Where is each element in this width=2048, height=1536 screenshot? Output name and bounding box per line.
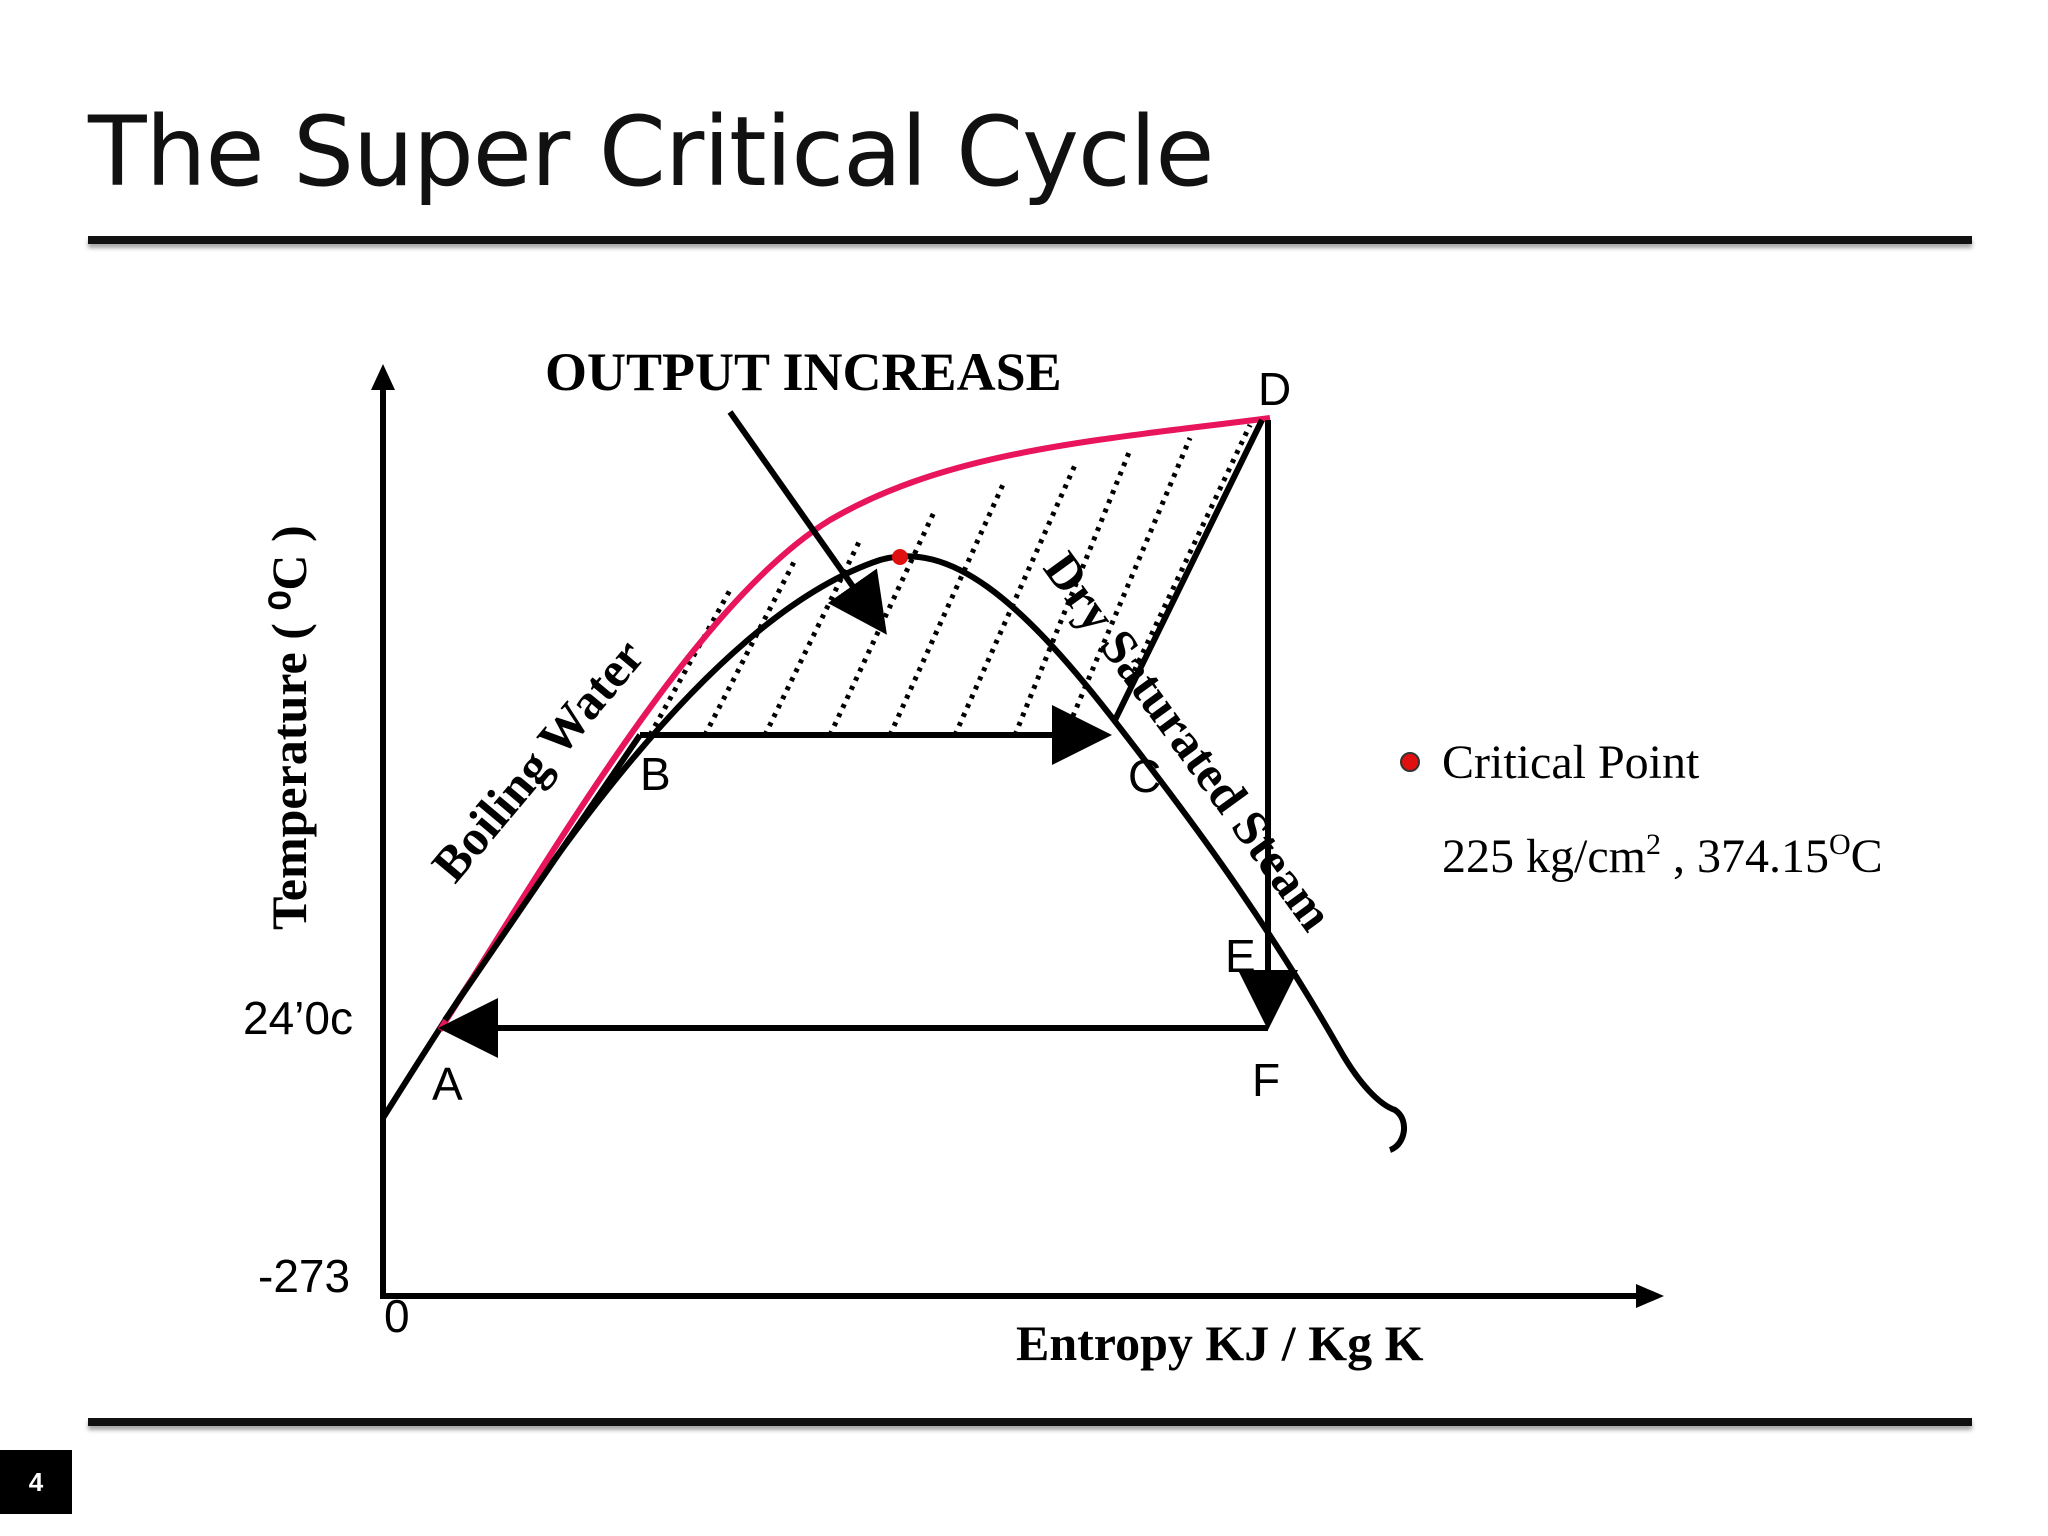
process-c-d [1112, 418, 1265, 722]
process-a-b [442, 733, 643, 1022]
legend-critical-point-value: 225 kg/cm2 , 374.15OC [1442, 828, 1883, 883]
footer-divider [88, 1418, 1972, 1426]
saturation-dome [380, 553, 1407, 1153]
legend-value-prefix: 225 kg/cm [1442, 830, 1646, 883]
output-increase-arrow [727, 410, 887, 635]
point-label-f: F [1252, 1054, 1280, 1106]
slide-title: The Super Critical Cycle [88, 96, 1214, 208]
legend-critical-point-icon [1400, 752, 1420, 772]
point-label-c: C [1128, 750, 1161, 802]
x-axis-arrow [1636, 1284, 1664, 1308]
legend-critical-point-label: Critical Point [1442, 736, 1700, 789]
output-increase-label: OUTPUT INCREASE [545, 342, 1062, 402]
origin-label: 0 [384, 1290, 410, 1342]
point-label-a: A [432, 1058, 463, 1110]
point-label-d: D [1258, 363, 1291, 415]
point-label-b: B [640, 748, 671, 800]
y-axis-arrow [371, 364, 395, 390]
y-tick-low-label: -273 [258, 1250, 350, 1302]
title-divider [88, 236, 1972, 244]
legend-value-sup1: 2 [1646, 828, 1661, 861]
x-axis-title: Entropy KJ / Kg K [1016, 1315, 1424, 1371]
y-tick-mid-label: 24’0c [243, 992, 353, 1044]
page-number-badge: 4 [0, 1450, 72, 1514]
critical-point-marker [892, 549, 908, 565]
legend-value-sup2: O [1829, 828, 1851, 861]
legend-value-mid: , 374.15 [1661, 830, 1829, 883]
y-axis-title: Temperature ( ⁰C ) [261, 525, 317, 930]
dry-saturated-steam-label: Dry Saturated Steam [1033, 542, 1344, 941]
legend-value-suffix: C [1851, 830, 1883, 883]
point-label-e: E [1225, 930, 1256, 982]
